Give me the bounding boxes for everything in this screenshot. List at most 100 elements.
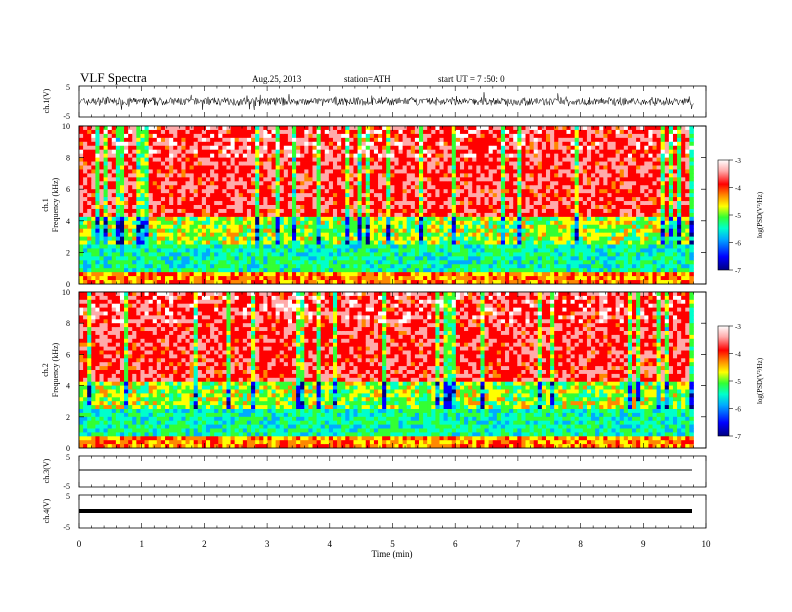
spectrogram-cell <box>328 145 334 151</box>
spectrogram-cell <box>246 141 252 147</box>
spectrogram-cell <box>513 193 518 198</box>
spectrogram-cell <box>79 208 84 214</box>
spectrogram-cell <box>427 240 432 245</box>
spectrogram-cell <box>423 244 428 249</box>
spectrogram-cell <box>132 260 137 265</box>
spectrogram-cell <box>496 133 502 139</box>
spectrogram-cell <box>517 224 522 230</box>
spectrogram-cell <box>537 205 543 210</box>
spectrogram-cell <box>378 193 383 198</box>
spectrogram-cell <box>533 177 539 182</box>
spectrogram-cell <box>296 224 301 230</box>
spectrogram-cell <box>431 208 436 214</box>
spectrogram-cell <box>287 236 293 241</box>
spectrogram-cell <box>279 212 285 218</box>
spectrogram-cell <box>566 137 571 143</box>
spectrogram-cell <box>406 220 412 226</box>
spectrogram-cell <box>586 236 592 241</box>
spectrogram-cell <box>378 276 383 281</box>
spectrogram-cell <box>201 189 207 194</box>
spectrogram-cell <box>296 216 301 222</box>
spectrogram-cell <box>324 201 330 206</box>
spectrogram-cell <box>353 236 358 241</box>
spectrogram-cell <box>500 276 506 281</box>
spectrogram-cell <box>533 216 539 222</box>
spectrogram-cell <box>95 157 100 162</box>
spectrogram-cell <box>390 169 395 174</box>
spectrogram-cell <box>324 224 330 230</box>
spectrogram-cell <box>406 244 412 249</box>
spectrogram-cell <box>287 220 293 226</box>
spectrogram-cell <box>230 126 236 131</box>
spectrogram-cell <box>275 133 281 139</box>
spectrogram-cell <box>566 220 571 226</box>
spectrogram-cell <box>500 157 506 162</box>
spectrogram-cell <box>189 228 195 234</box>
spectrogram-cell <box>578 145 584 151</box>
spectrogram-cell <box>455 208 461 214</box>
spectrogram-cell <box>193 205 199 210</box>
spectrogram-cell <box>439 161 444 166</box>
spectrogram-cell <box>533 197 539 202</box>
spectrogram-cell <box>492 256 498 261</box>
spectrogram-cell <box>259 126 264 131</box>
spectrogram-cell <box>500 252 506 257</box>
spectrogram-cell <box>480 268 485 273</box>
spectrogram-cell <box>529 197 535 202</box>
spectrogram-cell <box>472 268 477 273</box>
spectrogram-cell <box>111 212 117 218</box>
spectrogram-cell <box>279 153 285 158</box>
spectrogram-cell <box>406 133 412 139</box>
spectrogram-cell <box>300 205 305 210</box>
spectrogram-cell <box>316 220 322 226</box>
spectrogram-cell <box>480 141 485 147</box>
spectrogram-cell <box>509 177 514 182</box>
spectrogram-cell <box>537 169 543 174</box>
spectrogram-cell <box>435 268 440 273</box>
spectrogram-cell <box>119 177 125 182</box>
spectrogram-cell <box>378 177 383 182</box>
spectrogram-cell <box>349 165 354 170</box>
spectrogram-cell <box>423 236 428 241</box>
spectrogram-cell <box>95 137 100 143</box>
spectrogram-cell <box>119 165 125 170</box>
spectrogram-cell <box>144 173 150 178</box>
spectrogram-cell <box>390 205 395 210</box>
spectrogram-cell <box>496 212 502 218</box>
spectrogram-cell <box>95 212 100 218</box>
spectrogram-cell <box>259 185 264 190</box>
spectrogram-cell <box>382 157 387 162</box>
spectrogram-cell <box>394 157 399 162</box>
spectrogram-cell <box>451 216 457 222</box>
spectrogram-cell <box>283 205 289 210</box>
spectrogram-cell <box>79 153 84 158</box>
spectrogram-cell <box>173 185 178 190</box>
spectrogram-cell <box>210 201 215 206</box>
spectrogram-cell <box>476 260 481 265</box>
spectrogram-cell <box>337 129 342 135</box>
spectrogram-cell <box>378 157 383 162</box>
spectrogram-cell <box>496 228 502 234</box>
spectrogram-cell <box>312 208 317 214</box>
spectrogram-cell <box>308 236 313 241</box>
spectrogram-cell <box>283 181 289 186</box>
spectrogram-cell <box>255 149 260 155</box>
spectrogram-cell <box>189 232 195 237</box>
spectrogram-cell <box>451 236 457 241</box>
spectrogram-cell <box>140 268 145 273</box>
spectrogram-cell <box>283 153 289 158</box>
spectrogram-cell <box>242 240 248 245</box>
spectrogram-cell <box>361 173 367 178</box>
spectrogram-cell <box>148 256 154 261</box>
spectrogram-cell <box>337 212 342 218</box>
spectrogram-cell <box>83 185 88 190</box>
spectrogram-cell <box>99 224 104 230</box>
spectrogram-cell <box>570 173 576 178</box>
spectrogram-cell <box>378 280 383 284</box>
spectrogram-cell <box>472 137 477 143</box>
spectrogram-cell <box>267 189 272 194</box>
spectrogram-cell <box>128 153 133 158</box>
spectrogram-cell <box>533 165 539 170</box>
spectrogram-cell <box>529 272 535 277</box>
spectrogram-cell <box>242 220 248 226</box>
